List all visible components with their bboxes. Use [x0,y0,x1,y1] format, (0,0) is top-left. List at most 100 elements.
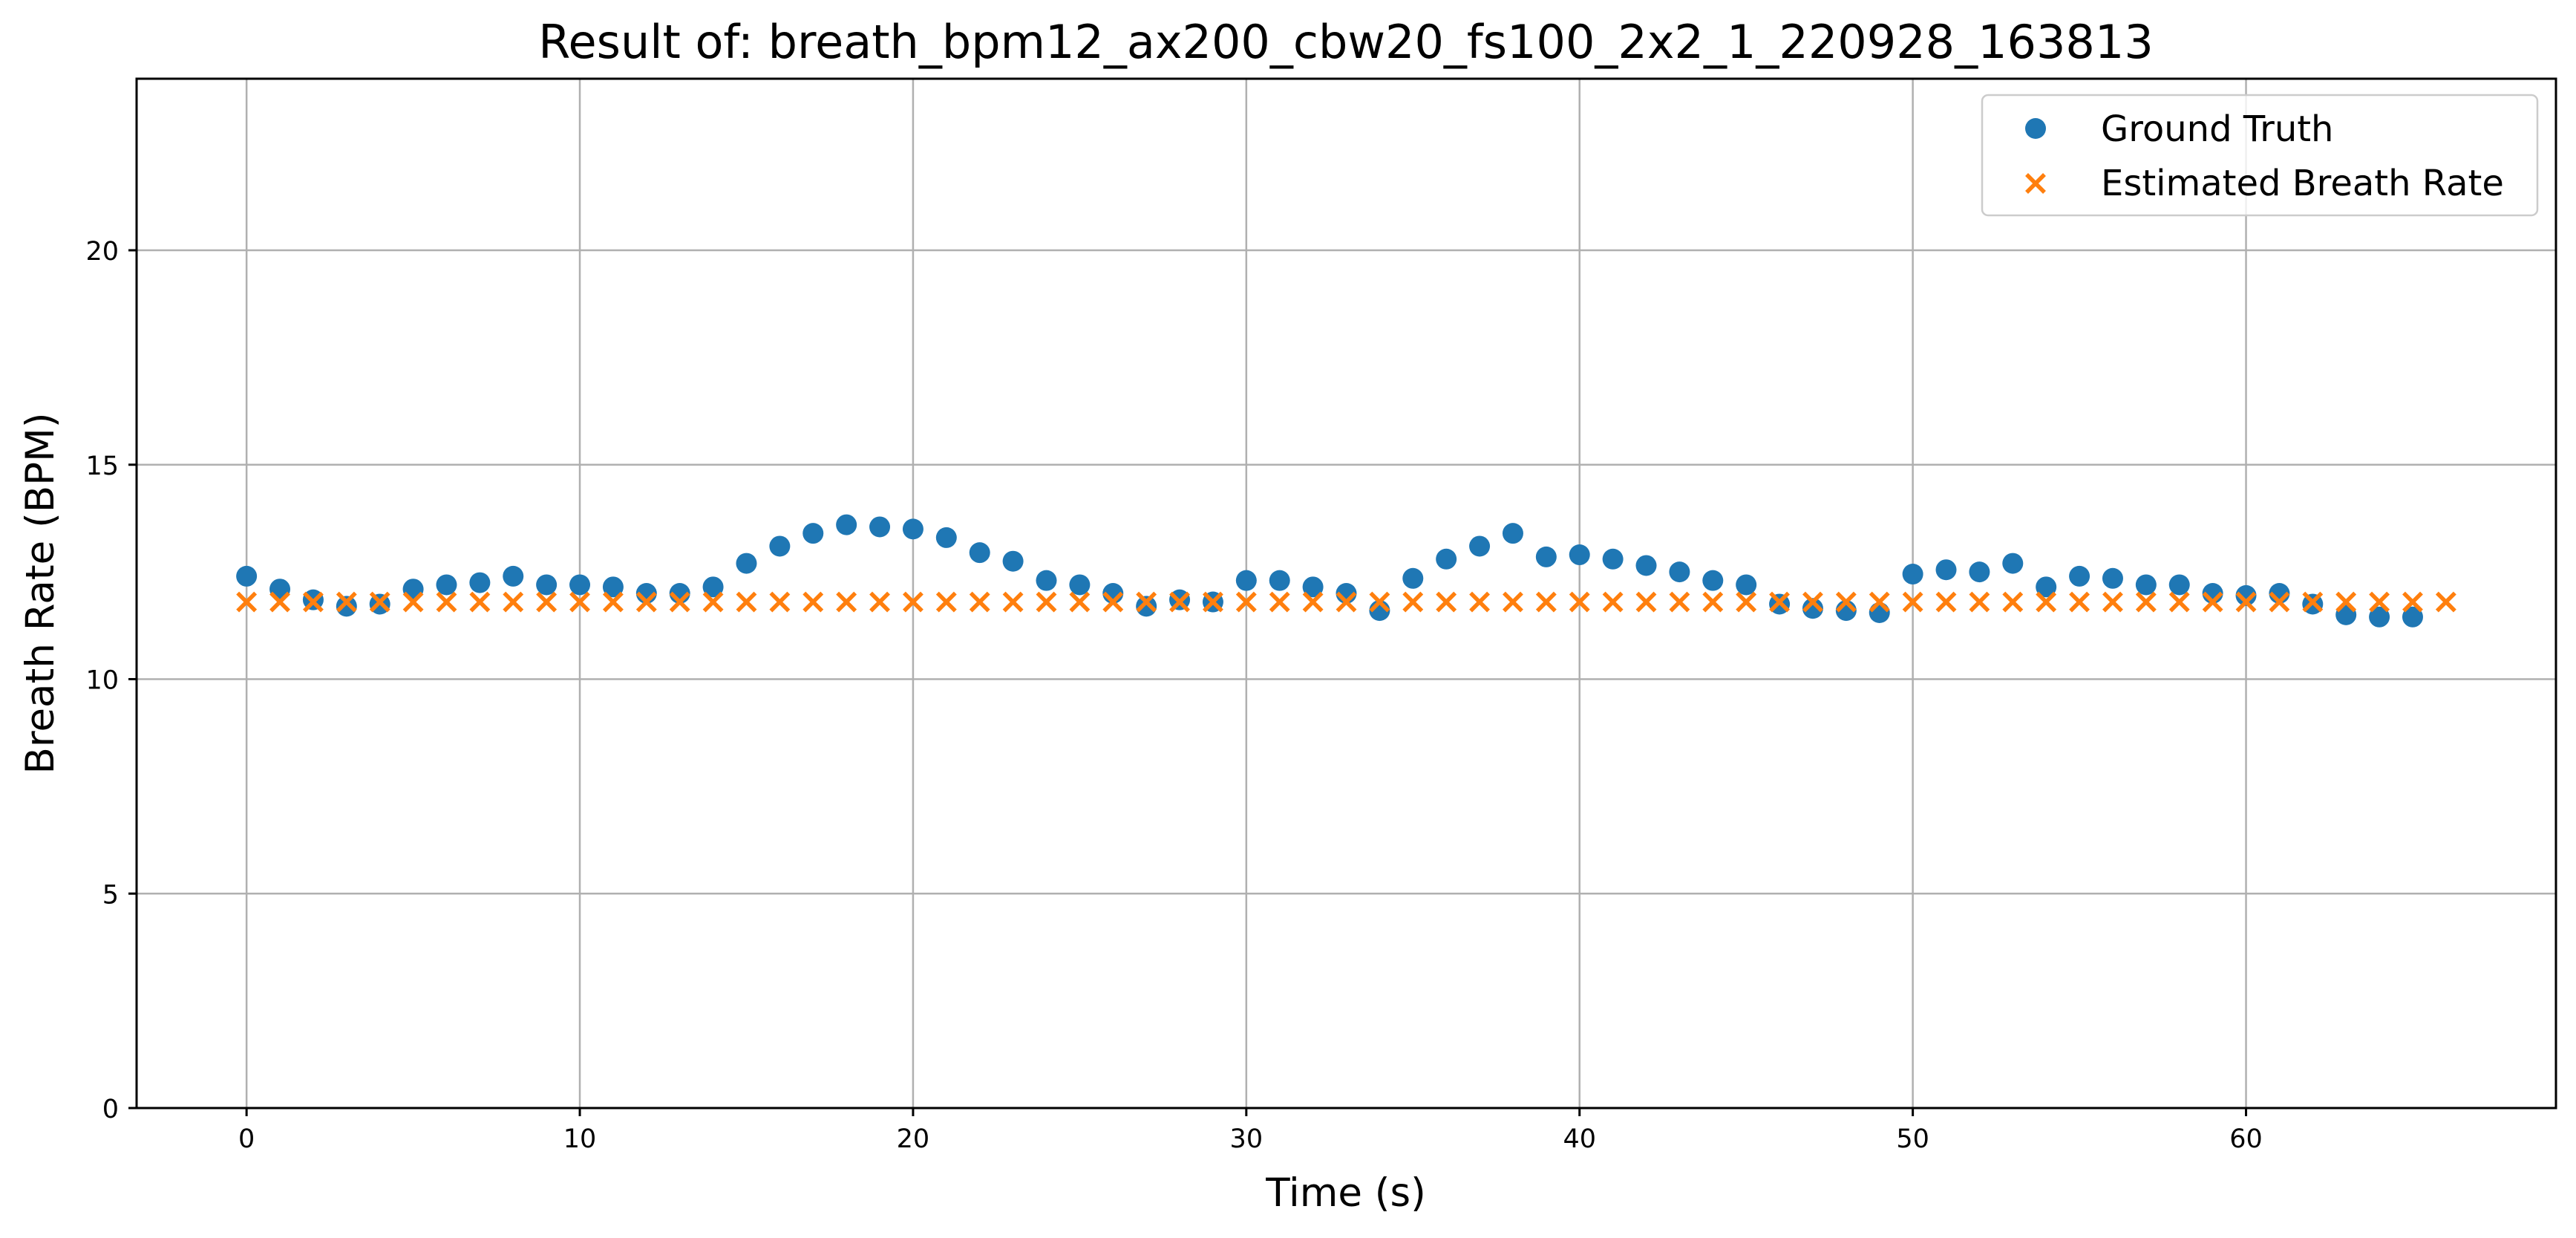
estimated-breath-rate-point [869,591,890,613]
estimated-breath-rate-point [369,591,390,613]
ground-truth-point [2069,565,2090,587]
ground-truth-point [1602,548,1624,570]
ground-truth-point [1402,567,1424,589]
estimated-breath-rate-point [1702,591,1724,613]
estimated-breath-rate-point [2302,591,2324,613]
x-ticks: 0 10 20 30 40 50 60 [238,1108,2263,1154]
y-tick-label: 20 [85,237,119,267]
estimated-breath-rate-point [1202,591,1223,613]
estimated-breath-rate-point [269,591,290,613]
chart-title: Result of: breath_bpm12_ax200_cbw20_fs10… [538,15,2154,69]
ground-truth-point [1269,570,1290,591]
estimated-breath-rate-point [836,591,857,613]
ground-truth-point [1069,574,1091,596]
estimated-breath-rate-point [503,591,524,613]
estimated-breath-rate-point [1535,591,1557,613]
estimated-breath-rate-point [2069,591,2090,613]
estimated-breath-rate-point [2402,591,2423,613]
estimated-breath-rate-point [2369,591,2390,613]
ground-truth-point [869,516,891,538]
ground-truth-point [602,576,624,598]
ground-truth-point [1802,598,1823,619]
ground-truth-point [436,574,457,596]
ground-truth-point [2168,574,2190,596]
estimated-breath-rate-point [1769,591,1791,613]
ground-truth-point [702,576,724,598]
ground-truth-point [336,596,357,617]
estimated-breath-rate-point [302,591,324,613]
ground-truth-point [1669,561,1690,583]
ground-truth-point [802,523,824,544]
legend-ground-truth-marker [2025,118,2046,139]
estimated-breath-rate-point [1569,591,1590,613]
estimated-breath-rate-point [1036,591,1057,613]
estimated-breath-rate-point [2335,591,2357,613]
estimated-breath-rate-point [736,591,757,613]
ground-truth-point [2002,553,2024,574]
ground-truth-point [1635,555,1657,576]
ground-truth-point [1736,574,1757,596]
ground-truth-point [902,518,923,540]
x-tick-label: 20 [897,1124,930,1154]
ground-truth-point [1036,570,1057,591]
plot-frame [135,77,2557,1110]
estimated-breath-rate-point [2036,591,2057,613]
ground-truth-point [1902,564,1923,585]
ground-truth-point [1702,570,1724,591]
ground-truth-point [536,574,558,596]
x-tick-label: 10 [563,1124,597,1154]
ground-truth-point [503,565,524,587]
estimated-breath-rate-point [1635,591,1657,613]
ground-truth-point [769,535,791,557]
estimated-breath-rate-point [1602,591,1624,613]
x-tick-label: 0 [238,1124,255,1154]
estimated-breath-rate-point [669,591,690,613]
estimated-breath-rate-point [602,591,624,613]
ground-truth-point [935,527,957,548]
ground-truth-point [2036,576,2057,598]
estimated-breath-rate-point [2435,591,2456,613]
ground-truth-point [969,542,990,564]
x-axis-label: Time (s) [1265,1170,1426,1216]
estimated-breath-rate-point [1336,591,1357,613]
legend-box [1981,94,2539,217]
x-tick-label: 30 [1230,1124,1264,1154]
estimated-breath-rate-point [1736,591,1757,613]
estimated-breath-rate-point [702,591,724,613]
estimated-breath-rate-point [469,591,491,613]
series-markers [236,514,2456,628]
ground-truth-point [1469,535,1491,557]
ground-truth-point [736,553,757,574]
estimated-breath-rate-point [1369,591,1390,613]
estimated-breath-rate-point [935,591,957,613]
legend: Ground Truth Estimated Breath Rate [1981,94,2539,217]
ground-truth-point [1869,602,1890,623]
ground-truth-point [1235,570,1257,591]
estimated-breath-rate-point [1802,591,1823,613]
ground-truth-point [1302,576,1324,598]
estimated-breath-rate-point [2269,591,2290,613]
estimated-breath-rate-point [1102,591,1124,613]
ground-truth-point [1969,561,1990,583]
estimated-breath-rate-point [1002,591,1024,613]
ground-truth-point [1535,546,1557,567]
ground-truth-point [1569,544,1590,566]
ground-truth-point [1935,559,1957,581]
x-tick-label: 40 [1563,1124,1596,1154]
ground-truth-point [2235,584,2257,606]
x-tick-label: 60 [2229,1124,2263,1154]
estimated-breath-rate-point [1503,591,1523,613]
y-tick-label: 0 [102,1095,119,1124]
estimated-breath-rate-point [1269,591,1290,613]
estimated-breath-rate-point [536,591,558,613]
legend-estimated-label: Estimated Breath Rate [2101,163,2504,204]
estimated-breath-rate-point [1835,591,1857,613]
ground-truth-point [836,514,857,535]
estimated-breath-rate-point [1302,591,1324,613]
ground-truth-point [2102,567,2123,589]
x-tick-label: 50 [1896,1124,1929,1154]
estimated-breath-rate-point [1869,591,1890,613]
estimated-breath-rate-point [2202,591,2223,613]
y-tick-label: 5 [102,880,119,910]
